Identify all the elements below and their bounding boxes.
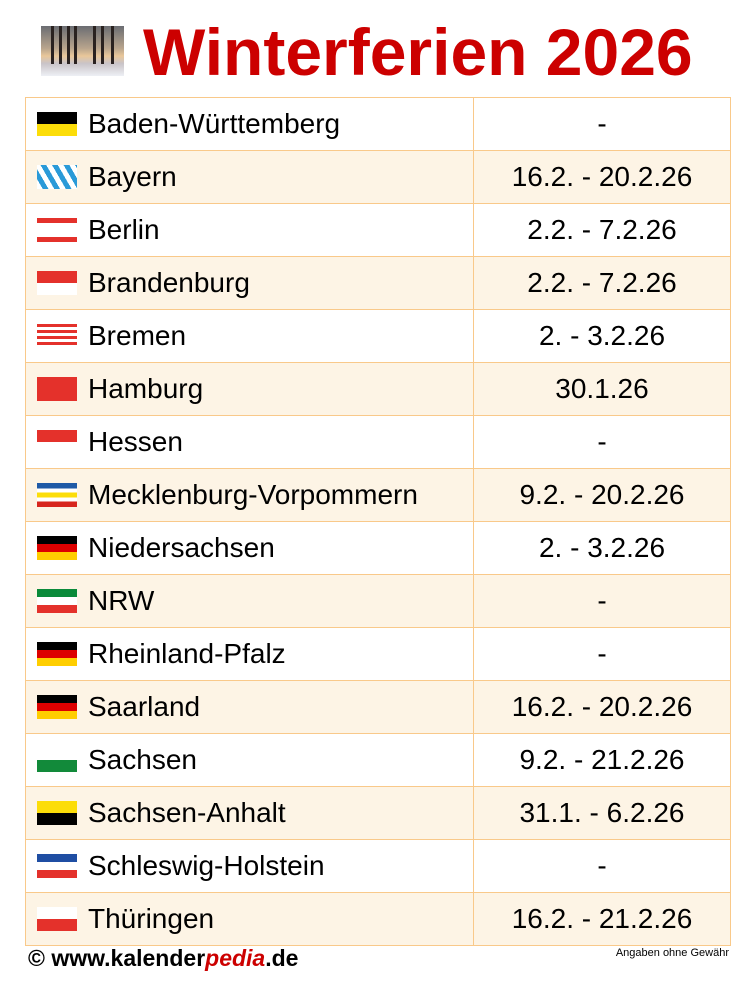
state-name: Mecklenburg-Vorpommern <box>88 479 418 510</box>
holiday-table: Baden-Württemberg - Bayern 16.2. - 20.2.26 B… <box>25 97 731 946</box>
state-name: Bayern <box>88 161 177 192</box>
table-row: Schleswig-Holstein - <box>25 839 731 893</box>
table-row: Niedersachsen 2. - 3.2.26 <box>25 521 731 575</box>
berlin-flag-icon <box>37 217 77 242</box>
hamburg-flag-icon <box>37 376 77 401</box>
nrw-flag-icon <box>37 588 77 613</box>
state-name: Brandenburg <box>88 267 250 298</box>
state-cell: Bremen <box>25 309 474 363</box>
state-cell: NRW <box>25 574 474 628</box>
state-name: Rheinland-Pfalz <box>88 638 286 669</box>
mecklenburg-vorpommern-flag-icon <box>37 482 77 507</box>
table-row: Sachsen 9.2. - 21.2.26 <box>25 733 731 787</box>
hessen-flag-icon <box>37 429 77 454</box>
state-name: Berlin <box>88 214 160 245</box>
table-row: Baden-Württemberg - <box>25 97 731 151</box>
table-row: Brandenburg 2.2. - 7.2.26 <box>25 256 731 310</box>
state-cell: Bayern <box>25 150 474 204</box>
state-name: NRW <box>88 585 155 616</box>
table-row: Bayern 16.2. - 20.2.26 <box>25 150 731 204</box>
footer-credit[interactable]: © www.kalenderpedia.de <box>28 945 298 972</box>
table-row: Hamburg 30.1.26 <box>25 362 731 416</box>
state-cell: Rheinland-Pfalz <box>25 627 474 681</box>
state-name: Bremen <box>88 320 187 351</box>
sachsen-flag-icon <box>37 747 77 772</box>
saarland-flag-icon <box>37 694 77 719</box>
table-row: Hessen - <box>25 415 731 469</box>
dates-cell: 2.2. - 7.2.26 <box>473 203 731 257</box>
sachsen-anhalt-flag-icon <box>37 800 77 825</box>
dates-cell: 2. - 3.2.26 <box>473 521 731 575</box>
state-name: Baden-Württemberg <box>88 108 341 139</box>
state-name: Schleswig-Holstein <box>88 850 325 881</box>
state-name: Sachsen <box>88 744 197 775</box>
footer-site: © www.kalender <box>28 945 206 971</box>
dates-cell: 31.1. - 6.2.26 <box>473 786 731 840</box>
dates-cell: 9.2. - 21.2.26 <box>473 733 731 787</box>
dates-cell: - <box>473 839 731 893</box>
state-cell: Mecklenburg-Vorpommern <box>25 468 474 522</box>
state-name: Hessen <box>88 426 183 457</box>
dates-cell: - <box>473 415 731 469</box>
state-cell: Berlin <box>25 203 474 257</box>
table-row: Berlin 2.2. - 7.2.26 <box>25 203 731 257</box>
table-row: NRW - <box>25 574 731 628</box>
rheinland-pfalz-flag-icon <box>37 641 77 666</box>
table-row: Thüringen 16.2. - 21.2.26 <box>25 892 731 946</box>
state-cell: Hamburg <box>25 362 474 416</box>
dates-cell: 2.2. - 7.2.26 <box>473 256 731 310</box>
state-name: Thüringen <box>88 903 215 934</box>
dates-cell: - <box>473 97 731 151</box>
state-cell: Saarland <box>25 680 474 734</box>
state-cell: Schleswig-Holstein <box>25 839 474 893</box>
state-name: Saarland <box>88 691 201 722</box>
thueringen-flag-icon <box>37 906 77 931</box>
state-name: Hamburg <box>88 373 204 404</box>
table-row: Mecklenburg-Vorpommern 9.2. - 20.2.26 <box>25 468 731 522</box>
dates-cell: 9.2. - 20.2.26 <box>473 468 731 522</box>
state-name: Sachsen-Anhalt <box>88 797 286 828</box>
state-cell: Sachsen <box>25 733 474 787</box>
dates-cell: 2. - 3.2.26 <box>473 309 731 363</box>
page-title: Winterferien 2026 <box>143 15 693 89</box>
state-cell: Brandenburg <box>25 256 474 310</box>
bremen-flag-icon <box>37 323 77 348</box>
table-row: Sachsen-Anhalt 31.1. - 6.2.26 <box>25 786 731 840</box>
table-row: Saarland 16.2. - 20.2.26 <box>25 680 731 734</box>
dates-cell: 16.2. - 21.2.26 <box>473 892 731 946</box>
dates-cell: 16.2. - 20.2.26 <box>473 150 731 204</box>
baden-wuerttemberg-flag-icon <box>37 111 77 136</box>
state-cell: Thüringen <box>25 892 474 946</box>
dates-cell: 16.2. - 20.2.26 <box>473 680 731 734</box>
dates-cell: - <box>473 627 731 681</box>
dates-cell: - <box>473 574 731 628</box>
brandenburg-flag-icon <box>37 270 77 295</box>
table-row: Rheinland-Pfalz - <box>25 627 731 681</box>
state-cell: Baden-Württemberg <box>25 97 474 151</box>
footer-brand: pedia <box>205 945 266 971</box>
footer-tld: .de <box>265 945 299 971</box>
state-cell: Sachsen-Anhalt <box>25 786 474 840</box>
state-cell: Niedersachsen <box>25 521 474 575</box>
disclaimer: Angaben ohne Gewähr <box>615 947 729 959</box>
dates-cell: 30.1.26 <box>473 362 731 416</box>
winter-photo <box>41 26 124 76</box>
state-name: Niedersachsen <box>88 532 275 563</box>
table-row: Bremen 2. - 3.2.26 <box>25 309 731 363</box>
bayern-flag-icon <box>37 164 77 189</box>
niedersachsen-flag-icon <box>37 535 77 560</box>
state-cell: Hessen <box>25 415 474 469</box>
schleswig-holstein-flag-icon <box>37 853 77 878</box>
